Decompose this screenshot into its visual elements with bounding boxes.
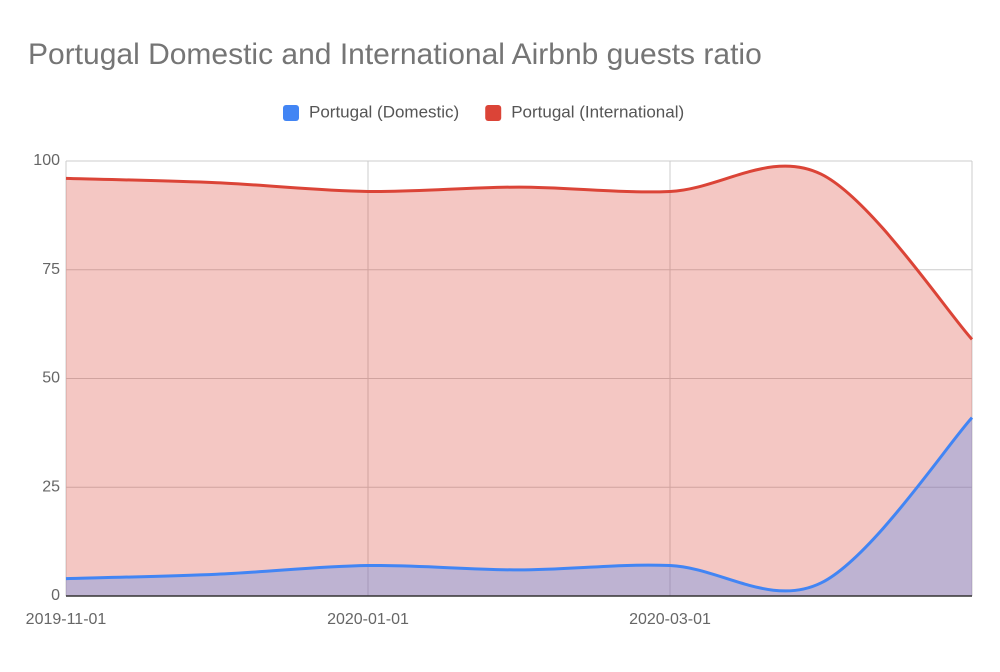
area-line (65, 164, 974, 341)
legend-swatch (485, 105, 502, 121)
y-tick-label: 0 (51, 587, 60, 604)
x-tick-label: 2020-03-01 (629, 611, 711, 628)
legend-label: Portugal (Domestic) (309, 102, 459, 121)
area-fill (66, 417, 972, 596)
y-tick-label: 100 (33, 152, 60, 169)
area-line (65, 416, 974, 593)
legend-swatch (283, 105, 299, 121)
legend-label: Portugal (International) (511, 102, 684, 121)
area-fill (66, 166, 972, 597)
y-tick-label: 50 (42, 370, 60, 387)
chart-title: Portugal Domestic and International Airb… (28, 38, 762, 71)
x-tick-label: 2020-01-01 (327, 611, 409, 628)
y-tick-label: 75 (42, 261, 60, 278)
x-tick-label: 2019-11-01 (26, 611, 107, 628)
y-tick-label: 25 (42, 478, 60, 495)
